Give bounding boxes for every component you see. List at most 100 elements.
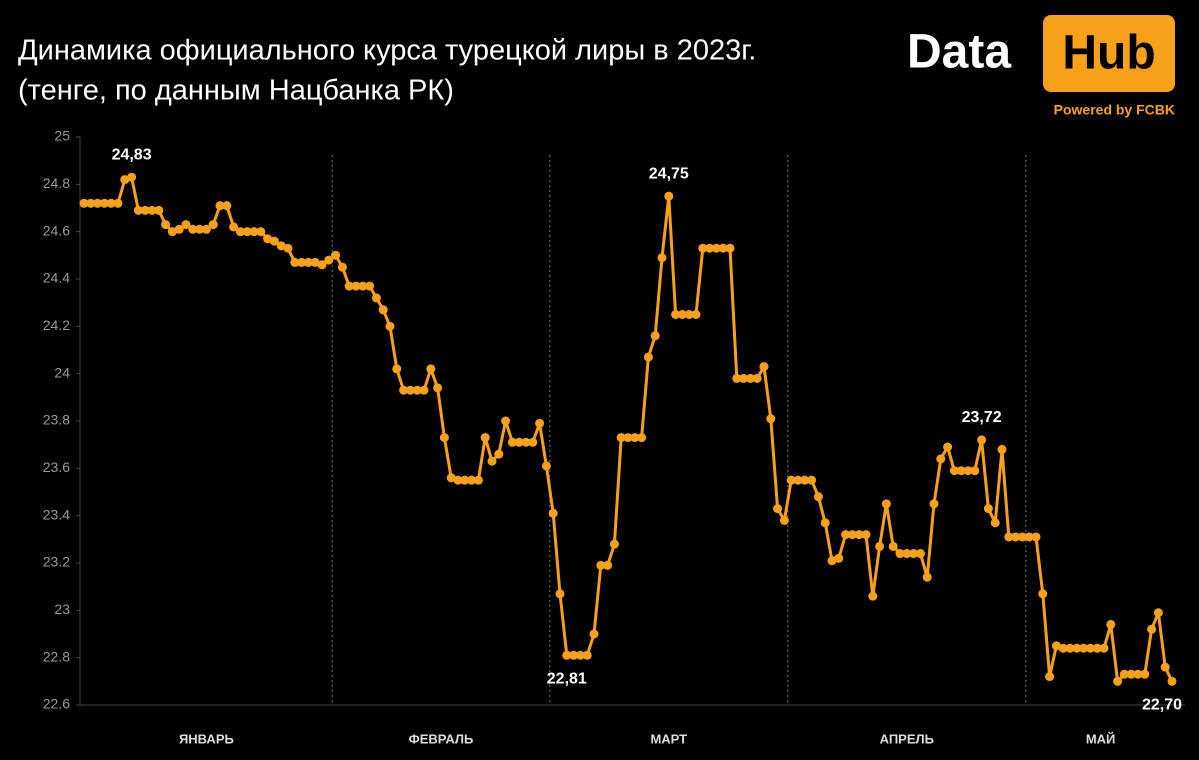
- point: [521, 437, 531, 447]
- point: [1092, 643, 1102, 653]
- point: [195, 224, 205, 234]
- value-label: 24,75: [649, 165, 689, 182]
- logo-text: Hub: [1062, 27, 1155, 80]
- point: [936, 454, 946, 464]
- point: [868, 591, 878, 601]
- point: [86, 198, 96, 208]
- point: [711, 243, 721, 253]
- value-label: 23,72: [962, 409, 1002, 426]
- point: [331, 250, 341, 260]
- point: [507, 437, 517, 447]
- point: [548, 508, 558, 518]
- point: [419, 385, 429, 395]
- point: [929, 499, 939, 509]
- point: [412, 385, 422, 395]
- point: [861, 530, 871, 540]
- point: [1153, 608, 1163, 618]
- point: [745, 373, 755, 383]
- point: [841, 530, 851, 540]
- point: [392, 364, 402, 374]
- point: [1140, 669, 1150, 679]
- point: [1113, 676, 1123, 686]
- x-tick-label: ФЕВРАЛЬ: [409, 731, 474, 746]
- point: [609, 539, 619, 549]
- y-tick-label: 23.8: [43, 412, 70, 428]
- point: [154, 205, 164, 215]
- point: [630, 433, 640, 443]
- point: [854, 530, 864, 540]
- point: [847, 530, 857, 540]
- point: [1106, 620, 1116, 630]
- point: [943, 442, 953, 452]
- point: [963, 466, 973, 476]
- point: [242, 227, 252, 237]
- y-tick-label: 22.8: [43, 648, 70, 664]
- point: [161, 220, 171, 230]
- point: [970, 466, 980, 476]
- point: [1011, 532, 1021, 542]
- y-tick-label: 25: [54, 128, 70, 144]
- point: [684, 310, 694, 319]
- point: [99, 198, 109, 208]
- value-label: 24,83: [112, 146, 152, 163]
- point: [337, 262, 347, 272]
- point: [494, 449, 504, 459]
- y-tick-label: 23.6: [43, 459, 70, 475]
- point: [875, 541, 885, 551]
- x-tick-label: ЯНВАРЬ: [179, 731, 234, 746]
- point: [378, 305, 388, 315]
- point: [895, 549, 905, 559]
- point: [1126, 669, 1136, 679]
- point: [562, 650, 572, 660]
- point: [283, 243, 293, 253]
- chart-subtitle: (тенге, по данным Нацбанка РК): [18, 75, 454, 107]
- y-tick-label: 22.6: [43, 696, 70, 712]
- point: [229, 222, 239, 232]
- point: [718, 243, 728, 253]
- point: [399, 385, 409, 395]
- point: [657, 253, 667, 263]
- point: [1024, 532, 1034, 542]
- point: [426, 364, 436, 374]
- point: [1099, 643, 1109, 653]
- point: [1045, 672, 1055, 682]
- point: [344, 281, 354, 291]
- point: [813, 492, 823, 502]
- point: [732, 373, 742, 383]
- point: [127, 172, 137, 182]
- point: [106, 198, 116, 208]
- line: [84, 175, 1174, 683]
- point: [664, 191, 674, 201]
- x-tick-label: МАРТ: [650, 731, 687, 746]
- point: [1079, 643, 1089, 653]
- point: [514, 437, 524, 447]
- y-tick-label: 24.6: [43, 222, 70, 238]
- point: [677, 310, 687, 319]
- point: [691, 310, 701, 319]
- point: [181, 220, 191, 230]
- value-label: 22,70: [1142, 697, 1182, 714]
- point: [643, 352, 653, 362]
- point: [650, 331, 660, 341]
- point: [167, 227, 177, 237]
- point: [276, 241, 286, 251]
- point: [705, 243, 715, 253]
- point: [249, 227, 259, 237]
- point: [637, 433, 647, 443]
- point: [303, 257, 313, 267]
- point: [779, 515, 789, 525]
- point: [208, 220, 218, 230]
- point: [324, 255, 334, 265]
- y-tick-label: 24.2: [43, 317, 70, 333]
- logo: Data Hub Powered by FCBK: [907, 15, 1175, 118]
- point: [1058, 643, 1068, 653]
- point: [766, 414, 776, 424]
- y-tick-label: 23.2: [43, 554, 70, 570]
- y-tick-label: 24.8: [43, 175, 70, 191]
- point: [317, 260, 327, 270]
- point: [881, 499, 891, 509]
- point: [1017, 532, 1027, 542]
- point: [1072, 643, 1082, 653]
- point: [671, 310, 681, 319]
- point: [93, 198, 103, 208]
